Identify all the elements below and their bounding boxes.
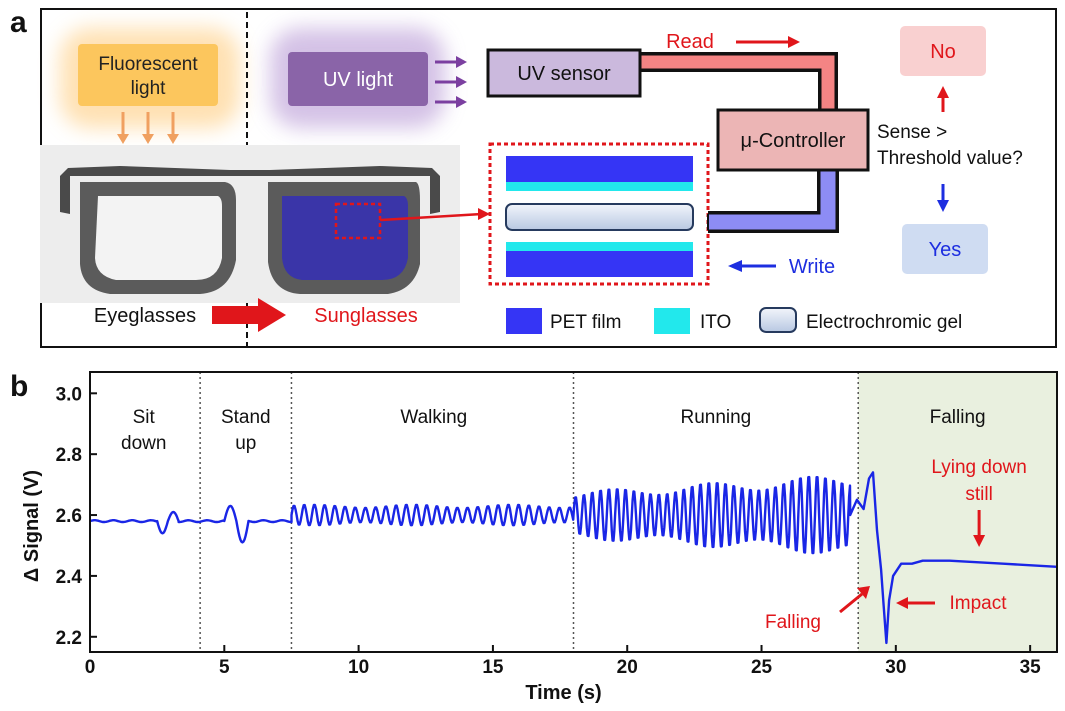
x-tick-label-15: 15 (482, 657, 504, 678)
threshold-label: Threshold value? (877, 148, 1023, 169)
stack-ito-top (506, 182, 693, 191)
chart-b: Sit down Stand up Walking Running Falling 0 5 10 1… (21, 371, 1058, 704)
sense-label: Sense > (877, 122, 947, 143)
phase-label-0-1: down (121, 433, 166, 454)
uv-sensor-label: UV sensor (517, 63, 611, 85)
no-label: No (930, 41, 956, 63)
x-axis-label: Time (s) (525, 682, 601, 704)
annotation-impact-arrowhead (896, 597, 908, 609)
yes-label: Yes (929, 239, 962, 261)
eyeglasses-label: Eyeglasses (94, 305, 196, 327)
no-box (900, 26, 986, 76)
controller-box (716, 108, 870, 172)
zoom-connector-arrowhead (478, 208, 490, 220)
y-tick-label-2.2: 2.2 (56, 628, 82, 649)
phase-label-1-1: up (235, 433, 256, 454)
fluorescent-light-box (78, 44, 218, 106)
y-axis-label: Δ Signal (V) (21, 470, 43, 582)
phase-label-2-0: Walking (400, 407, 467, 428)
signal-line (89, 471, 1058, 645)
panel-a-label: a (10, 6, 27, 39)
fluorescent-label-line1: Fluorescent (98, 54, 198, 75)
y-tick-label-2.4: 2.4 (56, 567, 83, 588)
read-arrowhead (788, 36, 800, 48)
transition-arrow (212, 298, 286, 332)
phase-label-4-0: Falling (930, 407, 986, 428)
phase-label-1-0: Stand (221, 407, 271, 428)
read-label: Read (666, 31, 714, 53)
write-label: Write (789, 256, 835, 278)
x-tick-label-20: 20 (617, 657, 638, 678)
sunglasses-label: Sunglasses (314, 305, 417, 327)
plot-frame (89, 371, 1058, 653)
legend-gel-swatch (759, 307, 797, 333)
yes-arrowhead (937, 200, 949, 212)
x-tick-label-30: 30 (885, 657, 906, 678)
phase-label-3-0: Running (680, 407, 751, 428)
legend-gel-label: Electrochromic gel (806, 312, 962, 333)
stack-gel (505, 203, 694, 231)
x-tick-label-35: 35 (1020, 657, 1042, 678)
stack-pet-top (506, 156, 693, 182)
annotation-falling-arrowhead (857, 586, 870, 599)
uv-light-label: UV light (323, 69, 393, 91)
legend-pet-label: PET film (550, 312, 621, 333)
annotation-lying-down-line2: still (965, 484, 992, 505)
y-tick-label-2.6: 2.6 (56, 506, 82, 527)
uv-arrows (435, 56, 467, 108)
stack-pet-bottom (506, 251, 693, 277)
uv-sensor-box (486, 48, 642, 98)
uv-light-box (288, 52, 428, 106)
panel-b-label: b (10, 370, 28, 403)
x-tick-label-25: 25 (751, 657, 773, 678)
controller-label: μ-Controller (741, 130, 846, 152)
zoom-connector-line (379, 212, 483, 222)
wire-read (640, 52, 838, 112)
falling-shaded-region (858, 372, 1057, 652)
fluorescent-label-line2: light (131, 78, 167, 99)
annotation-falling: Falling (765, 612, 821, 633)
wire-write (707, 160, 839, 233)
yes-box (902, 224, 988, 274)
fluorescent-arrows (117, 112, 179, 144)
annotation-impact: Impact (949, 593, 1007, 614)
x-tick-label-0: 0 (85, 657, 96, 678)
legend-ito-swatch (654, 308, 690, 334)
y-tick-label-2.8: 2.8 (56, 445, 82, 466)
phase-label-0-0: Sit (133, 407, 156, 428)
legend-pet-swatch (506, 308, 542, 334)
glasses-image (40, 145, 460, 303)
y-tick-label-3: 3.0 (56, 384, 82, 405)
stack-ito-bottom (506, 242, 693, 251)
legend-ito-label: ITO (700, 312, 731, 333)
write-arrowhead (728, 260, 742, 272)
annotation-lying-down-line1: Lying down (931, 457, 1026, 478)
annotation-falling-arrow (839, 592, 863, 614)
annotation-lying-down-arrowhead (973, 535, 986, 547)
no-arrowhead (937, 86, 949, 98)
x-tick-label-5: 5 (219, 657, 230, 678)
x-tick-label-10: 10 (348, 657, 369, 678)
